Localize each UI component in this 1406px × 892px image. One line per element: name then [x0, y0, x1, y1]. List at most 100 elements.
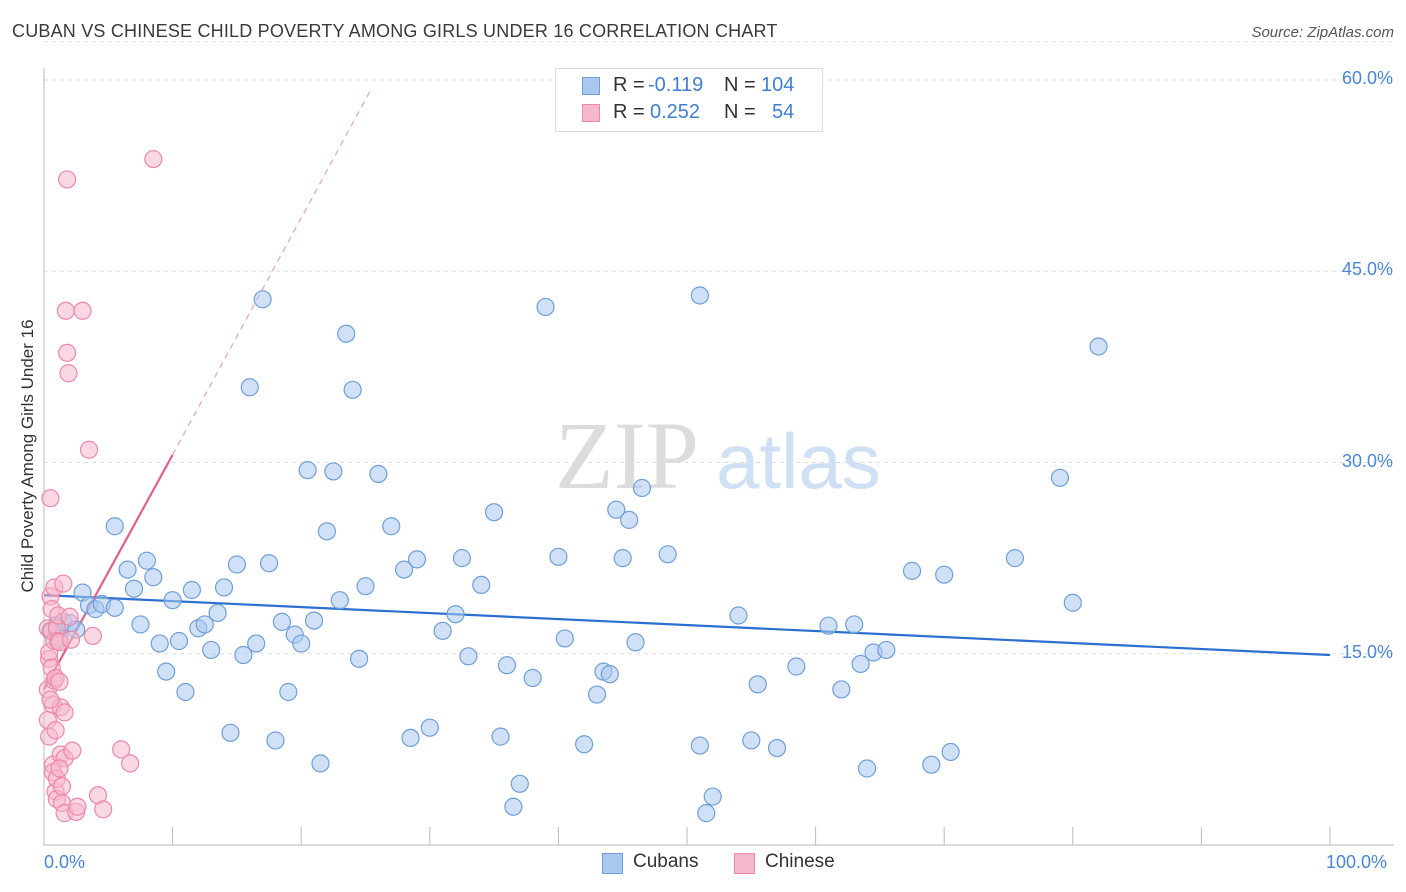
cuban-point [343, 380, 362, 399]
legend-chinese-label: Chinese [765, 851, 835, 872]
cuban-point [767, 738, 787, 758]
cuban-point [349, 649, 369, 668]
chinese-point [55, 703, 74, 722]
y-tick-label: 45.0% [1341, 259, 1393, 280]
cuban-point [613, 549, 632, 568]
chinese-trend-line [43, 454, 174, 690]
cuban-point [292, 634, 311, 653]
chinese-point [58, 343, 77, 362]
cuban-point [497, 656, 517, 675]
cuban-point [1050, 468, 1070, 487]
chinese-point [58, 170, 77, 189]
cuban-point [208, 603, 227, 623]
point-layer [38, 149, 1108, 823]
cuban-point [182, 580, 201, 600]
cuban-point [523, 668, 542, 688]
stats-row-chinese: R = 0.252 N = 54 [556, 101, 822, 127]
cuban-point [266, 731, 285, 750]
cuban-point [851, 654, 870, 674]
chinese-point [61, 630, 81, 649]
chinese-point [59, 364, 78, 383]
chinese-point [50, 759, 69, 778]
chinese-point [52, 777, 72, 796]
legend-cubans-label: Cubans [633, 851, 699, 872]
cuban-point [330, 591, 349, 610]
chinese-point [63, 741, 82, 760]
chinese-n-label: N = [724, 101, 756, 123]
cuban-point [279, 682, 298, 702]
cuban-point [202, 640, 221, 660]
cuban-point [105, 598, 124, 617]
grid-layer [44, 41, 1394, 655]
cuban-point [131, 615, 150, 634]
cuban-point [394, 560, 414, 579]
axis-layer [43, 68, 1394, 846]
legend-cubans-swatch [602, 853, 623, 874]
cuban-point [658, 545, 677, 564]
x-tick-label-min: 0.0% [44, 852, 86, 872]
cubans-r-label: R = [613, 74, 645, 96]
cuban-point [452, 549, 472, 568]
cuban-point [163, 591, 182, 610]
cuban-point [401, 728, 420, 748]
cuban-point [703, 787, 722, 806]
cuban-point [575, 735, 594, 754]
cuban-point [317, 522, 337, 541]
chart-source: Source: ZipAtlas.com [1251, 24, 1394, 41]
chinese-point [73, 301, 92, 320]
cuban-point [607, 500, 626, 519]
cuban-point [324, 462, 343, 481]
cuban-point [632, 478, 652, 498]
cuban-point [157, 662, 176, 681]
cuban-point [697, 804, 716, 823]
y-tick-label: 15.0% [1341, 641, 1393, 662]
cuban-point [626, 633, 645, 652]
cuban-point [485, 503, 504, 522]
cuban-point [144, 568, 163, 587]
cuban-point [620, 510, 639, 529]
cuban-point [504, 797, 523, 816]
cubans-n-label: N = [724, 74, 756, 96]
legend-chinese-swatch [734, 853, 755, 874]
cuban-point [690, 736, 709, 755]
cuban-point [227, 555, 246, 574]
cuban-point [221, 723, 240, 742]
chinese-point [79, 440, 99, 459]
cuban-point [382, 517, 401, 536]
cuban-point [253, 290, 272, 309]
cuban-point [446, 605, 465, 624]
x-tick-label-max: 100.0% [1326, 852, 1388, 872]
cubans-trend-line [43, 594, 1331, 657]
chart-title: CUBAN VS CHINESE CHILD POVERTY AMONG GIR… [12, 21, 778, 41]
cuban-point [420, 718, 439, 737]
chinese-r-value: 0.252 [650, 101, 701, 123]
cuban-point [922, 755, 941, 774]
trend-layer [43, 87, 1331, 690]
chinese-point [56, 301, 75, 320]
chinese-swatch [582, 104, 600, 122]
cuban-point [1063, 593, 1082, 612]
chinese-point [54, 574, 73, 593]
correlation-stats-box: R = -0.119 N = 104 R = 0.252 N = 54 [555, 68, 823, 132]
y-tick-label: 30.0% [1341, 450, 1393, 471]
cuban-point [137, 551, 156, 570]
cuban-point [247, 634, 266, 653]
cuban-point [600, 665, 619, 684]
y-axis-title: Child Poverty Among Girls Under 16 [18, 319, 37, 593]
cuban-point [472, 575, 491, 595]
cuban-point [259, 554, 279, 573]
cuban-point [587, 685, 607, 704]
cubans-r-value: -0.119 [648, 74, 704, 96]
cuban-point [433, 621, 452, 640]
cuban-point [304, 611, 324, 630]
cuban-point [369, 464, 388, 484]
cuban-point [510, 774, 529, 793]
cuban-point [819, 616, 838, 635]
cuban-point [742, 731, 761, 750]
cuban-point [832, 680, 851, 699]
watermark-atlas: atlas [716, 417, 881, 505]
chinese-point [121, 754, 140, 773]
cuban-point [729, 606, 748, 625]
cuban-point [105, 517, 124, 536]
